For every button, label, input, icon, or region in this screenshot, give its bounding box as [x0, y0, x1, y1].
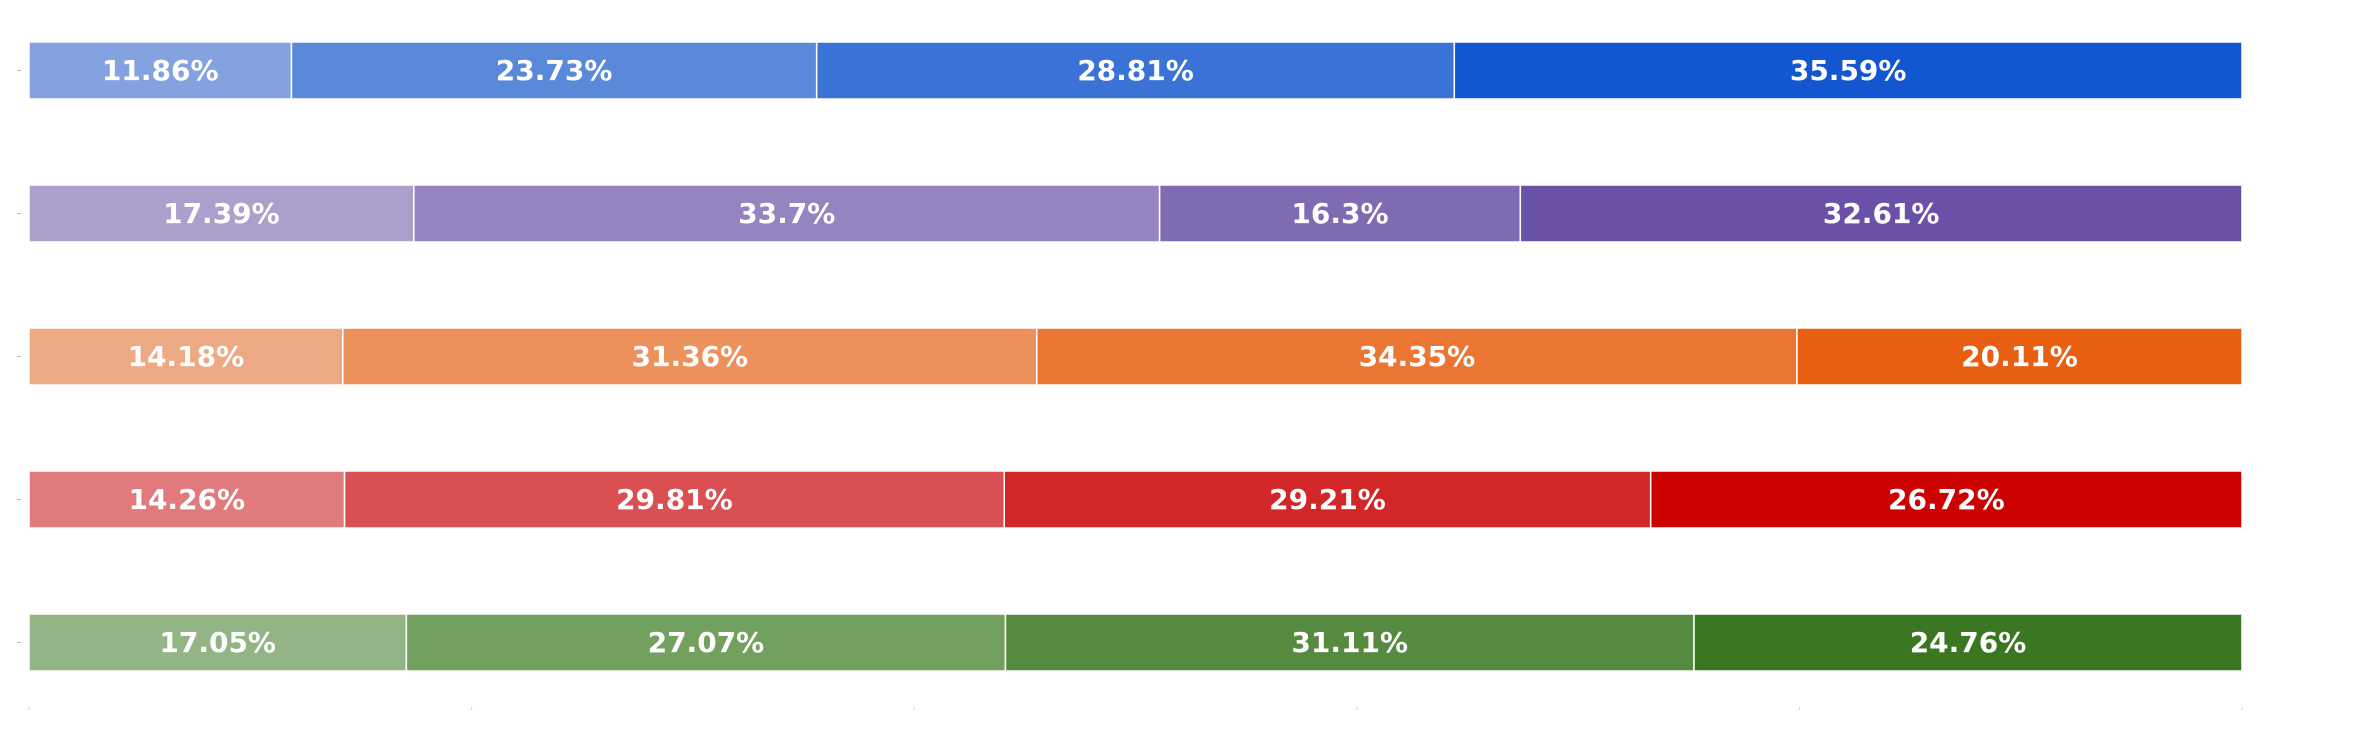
bar-segment: [28, 613, 408, 672]
bar-segment: [1158, 184, 1522, 243]
bar-segment: [1796, 327, 2243, 386]
bar-row-2: 17.39% 33.7% 16.3% 32.61%: [17, 184, 2243, 243]
data-label: 26.72%: [1888, 483, 2005, 516]
data-label: 31.11%: [1291, 626, 1408, 659]
bar-segment: [413, 184, 1161, 243]
bar-segment: [290, 41, 818, 100]
data-label: 14.26%: [128, 483, 245, 516]
bar-segment: [1453, 41, 2243, 100]
data-label: 35.59%: [1790, 54, 1907, 87]
bar-segment: [405, 613, 1007, 672]
data-label: 34.35%: [1359, 340, 1476, 373]
data-label: 33.7%: [738, 197, 835, 230]
data-label: 29.21%: [1269, 483, 1386, 516]
bar-segment: [1004, 613, 1695, 672]
bar-segment: [343, 470, 1006, 529]
data-label: 24.76%: [1910, 626, 2027, 659]
data-label: 11.86%: [102, 54, 219, 87]
bar-row-3: 14.18% 31.36% 34.35% 20.11%: [17, 327, 2243, 386]
data-label: 32.61%: [1823, 197, 1940, 230]
data-label: 31.36%: [631, 340, 748, 373]
data-label: 17.39%: [163, 197, 280, 230]
x-axis-ticks: [28, 707, 2243, 710]
bar-row-5: 17.05% 27.07% 31.11% 24.76%: [17, 613, 2243, 672]
data-label: 27.07%: [648, 626, 765, 659]
bar-segment: [28, 470, 346, 529]
bar-segment: [342, 327, 1038, 386]
bar-segment: [1519, 184, 2243, 243]
data-label: 29.81%: [616, 483, 733, 516]
data-label: 16.3%: [1291, 197, 1388, 230]
bar-row-4: 14.26% 29.81% 29.21% 26.72%: [17, 470, 2243, 529]
bar-segment: [1693, 613, 2243, 672]
bar-row-1: 11.86% 23.73% 28.81% 35.59%: [17, 41, 2243, 100]
data-label: 20.11%: [1961, 340, 2078, 373]
bar-segment: [28, 327, 344, 386]
data-label: 14.18%: [128, 340, 245, 373]
bar-segment: [1649, 470, 2243, 529]
bar-segment: [815, 41, 1456, 100]
data-label: 17.05%: [159, 626, 276, 659]
data-label: 23.73%: [496, 54, 613, 87]
bar-segment: [1036, 327, 1798, 386]
data-label: 28.81%: [1077, 54, 1194, 87]
